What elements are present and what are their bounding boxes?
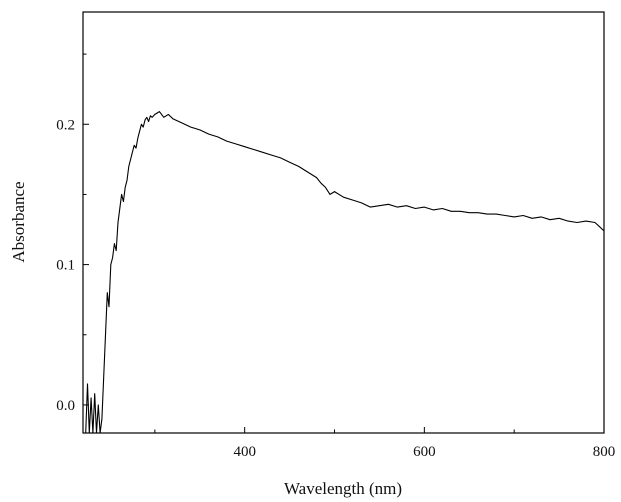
y-tick-label: 0.1 bbox=[56, 258, 75, 274]
y-tick-label: 0.2 bbox=[56, 117, 75, 133]
x-tick-label: 400 bbox=[233, 444, 256, 460]
axis-ticks bbox=[83, 53, 605, 433]
plot-frame bbox=[82, 11, 605, 434]
absorbance-series-line bbox=[85, 111, 605, 434]
y-axis-label: Absorbance bbox=[9, 181, 28, 262]
tick-labels: 400 600 800 0.0 0.1 0.2 bbox=[56, 117, 615, 460]
y-tick-label: 0.0 bbox=[56, 398, 75, 414]
x-tick-label: 600 bbox=[413, 444, 436, 460]
x-tick-label: 800 bbox=[593, 444, 616, 460]
x-axis-label: Wavelength (nm) bbox=[284, 479, 402, 498]
